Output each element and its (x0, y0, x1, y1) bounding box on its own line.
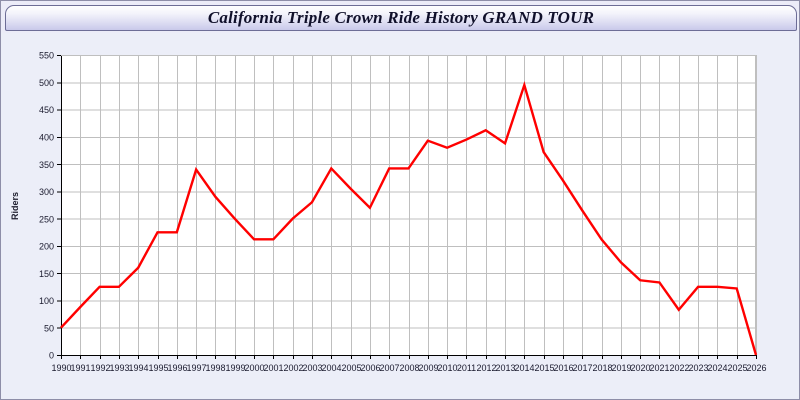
x-axis-tick-label: 2019 (611, 363, 631, 373)
x-axis-tick-label: 1999 (225, 363, 245, 373)
y-axis-tick-label: 100 (39, 296, 54, 306)
x-axis-tick-label: 1998 (205, 363, 225, 373)
y-axis-tick-label: 350 (39, 160, 54, 170)
x-axis-tick-label: 2001 (263, 363, 283, 373)
x-axis-tick-label: 1997 (186, 363, 206, 373)
x-axis-tick-label: 2000 (244, 363, 264, 373)
page-title: California Triple Crown Ride History GRA… (207, 8, 595, 27)
x-axis-tick-label: 2011 (457, 363, 476, 373)
x-axis-tick-label: 2024 (707, 363, 727, 373)
x-axis-tick-label: 1993 (109, 363, 129, 373)
x-axis-tick-label: 2010 (437, 363, 457, 373)
x-axis-tick-label: 2009 (418, 363, 438, 373)
x-axis-tick-label: 2021 (649, 363, 669, 373)
x-axis-tick-label: 1991 (70, 363, 90, 373)
x-axis-tick-label: 2006 (360, 363, 380, 373)
x-axis-tick-label: 2026 (746, 363, 766, 373)
y-axis-tick-label: 0 (49, 351, 54, 361)
y-axis-tick-label: 200 (39, 242, 54, 252)
x-axis-tick-label: 2012 (476, 363, 496, 373)
plot-background (61, 55, 756, 355)
window-title-bar: California Triple Crown Ride History GRA… (5, 5, 797, 31)
chart-plot-area: Riders 0 50 100 150 200 250 300 350 400 450 500 550… (1, 33, 799, 399)
y-axis-tick-label: 50 (44, 323, 54, 333)
x-axis-tick-label: 2014 (514, 363, 534, 373)
y-axis-tick-label: 550 (39, 51, 54, 61)
x-axis-tick-label: 2007 (379, 363, 399, 373)
x-axis-tick-label: 2005 (341, 363, 361, 373)
x-axis-tick-label: 2004 (321, 363, 341, 373)
x-axis-tick-label: 1995 (148, 363, 168, 373)
y-axis-tick-label: 300 (39, 187, 54, 197)
x-axis-tick-label: 1992 (90, 363, 110, 373)
x-axis-tick-label: 2017 (572, 363, 592, 373)
x-axis-tick-label: 2013 (495, 363, 515, 373)
y-axis-tick-label: 400 (39, 133, 54, 143)
y-axis-title: Riders (10, 191, 20, 220)
x-axis-tick-label: 2022 (669, 363, 689, 373)
x-axis-tick-label: 1994 (128, 363, 148, 373)
y-axis-tick-label: 500 (39, 78, 54, 88)
y-axis-tick-label: 450 (39, 105, 54, 115)
x-axis-tick-label: 2016 (553, 363, 573, 373)
line-chart: 0501001502002503003504004505005501990199… (39, 51, 767, 373)
x-axis-tick-label: 2025 (727, 363, 747, 373)
x-axis-tick-label: 2020 (630, 363, 650, 373)
x-axis-tick-label: 2008 (399, 363, 419, 373)
x-axis-tick-label: 2015 (534, 363, 554, 373)
y-axis-tick-label: 150 (39, 269, 54, 279)
x-axis-tick-label: 2018 (592, 363, 612, 373)
x-axis-tick-label: 2002 (283, 363, 303, 373)
x-axis-tick-label: 1996 (167, 363, 187, 373)
x-axis-tick-label: 2023 (688, 363, 708, 373)
x-axis-tick-label: 2003 (302, 363, 322, 373)
y-axis-tick-label: 250 (39, 214, 54, 224)
x-axis-tick-label: 1990 (51, 363, 71, 373)
data-series-line (60, 80, 758, 356)
